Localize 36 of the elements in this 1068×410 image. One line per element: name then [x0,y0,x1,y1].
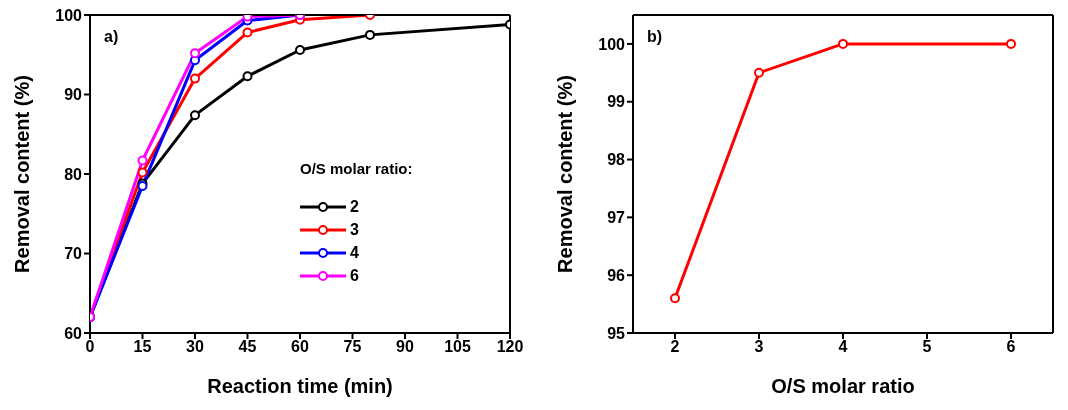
panel-label: a) [104,28,119,46]
legend-label: 3 [350,220,359,239]
x-tick-label: 75 [343,338,362,356]
y-tick-label: 80 [64,165,83,183]
legend-title: O/S molar ratio: [300,160,414,177]
y-axis-title: Removal content (%) [11,75,34,273]
x-tick-label: 30 [186,338,204,356]
y-tick-label: 70 [64,245,83,263]
x-axis-title: O/S molar ratio [771,375,915,397]
y-tick-label: 97 [607,209,626,227]
x-tick-label: 5 [922,338,932,356]
x-tick-label: 90 [396,338,414,356]
x-tick-label: 15 [133,338,152,356]
x-tick-label: 120 [496,338,524,356]
y-tick-label: 100 [598,35,626,53]
x-tick-label: 4 [838,338,848,356]
x-tick-label: 105 [444,338,471,356]
x-tick-label: 0 [85,338,95,356]
y-tick-label: 99 [607,93,626,111]
x-tick-label: 45 [238,338,257,356]
y-tick-label: 98 [607,151,626,169]
x-tick-label: 2 [670,338,680,356]
y-tick-label: 95 [607,324,626,342]
panel-label: b) [647,28,663,46]
x-tick-label: 6 [1006,338,1016,356]
x-axis-title: Reaction time (min) [207,375,393,397]
legend-label: 2 [350,197,359,216]
y-axis-title: Removal content (%) [554,75,577,273]
y-tick-label: 100 [55,6,83,24]
legend-label: 4 [350,243,359,262]
x-tick-label: 60 [291,338,309,356]
x-tick-label: 3 [754,338,764,356]
y-tick-label: 60 [64,324,83,342]
y-tick-label: 90 [64,86,83,104]
y-tick-label: 96 [607,266,626,284]
legend-label: 6 [350,266,359,285]
